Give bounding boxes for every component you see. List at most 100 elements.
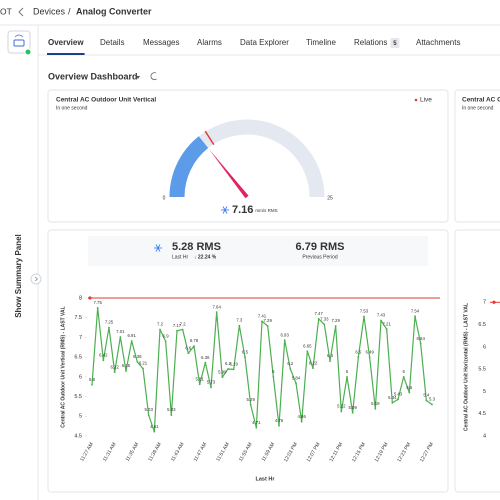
tab[interactable]: Overview <box>48 38 84 47</box>
data-label: 6.91 <box>127 333 136 338</box>
tab-badge <box>390 38 400 48</box>
stat-change: ↓ 22.24 % <box>194 254 217 260</box>
data-label: 7.25 <box>105 320 114 325</box>
data-point <box>102 359 105 362</box>
data-point <box>136 360 139 363</box>
data-point <box>289 368 292 370</box>
y-tick-label: 5 <box>79 414 82 420</box>
refresh-button[interactable] <box>150 72 157 81</box>
data-point <box>215 311 218 314</box>
tab[interactable]: Attachments <box>416 38 460 47</box>
dashboard-title[interactable]: Overview Dashboard <box>48 71 138 81</box>
data-point <box>249 403 252 406</box>
data-label: 5.6 <box>406 385 413 390</box>
data-label: 6.42 <box>99 352 108 357</box>
data-label: 7.3 <box>236 318 243 323</box>
data-point <box>159 328 161 331</box>
data-label: 7.29 <box>263 318 272 323</box>
device-glyph <box>13 39 25 47</box>
y-tick-label: 5.5 <box>478 367 486 373</box>
data-label: 6.9 <box>163 334 170 339</box>
data-label: 7.64 <box>212 304 221 309</box>
data-label: 7.43 <box>377 313 386 318</box>
data-point <box>125 370 127 372</box>
data-point <box>130 340 133 342</box>
data-point <box>380 319 382 322</box>
data-point <box>329 360 331 362</box>
data-label: 7.2 <box>180 322 187 327</box>
data-point <box>425 399 428 402</box>
y-tick-label: 7 <box>79 335 82 341</box>
data-point <box>408 391 411 394</box>
data-label: 6.84 <box>416 336 425 341</box>
stat-label: Last Hr <box>172 254 188 260</box>
data-label: 6.93 <box>280 332 289 337</box>
data-point <box>346 375 348 378</box>
tab[interactable]: Details <box>100 38 124 47</box>
data-point <box>176 329 178 332</box>
data-point <box>221 376 224 379</box>
tab[interactable]: Data Explorer <box>240 38 289 47</box>
snowflake-icon <box>222 206 228 214</box>
data-point <box>300 420 303 423</box>
chart-card <box>47 229 449 493</box>
data-label: 5.84 <box>292 375 301 380</box>
back-button[interactable] <box>18 7 24 17</box>
data-label: 5.3 <box>429 397 436 402</box>
data-point <box>323 323 326 326</box>
tab[interactable]: Messages <box>143 38 179 47</box>
data-point <box>153 430 156 433</box>
device-glyph-wave <box>14 34 24 38</box>
tab[interactable]: Alarms <box>197 38 222 47</box>
y-tick-label: 7.5 <box>74 315 82 321</box>
data-label: 7.21 <box>382 321 391 326</box>
data-point <box>181 328 184 331</box>
data-label: 6.15 <box>122 363 131 368</box>
data-label: 7.54 <box>411 308 420 313</box>
gauge-needle <box>208 148 249 199</box>
data-point <box>170 414 173 417</box>
card-title: Central AC Outdoor Unit Vertical <box>56 97 156 104</box>
data-point <box>419 342 422 345</box>
data-label: 7.2 <box>157 322 164 327</box>
data-label: 6.19 <box>229 362 238 367</box>
dashboard-caret[interactable] <box>136 76 140 79</box>
data-point <box>391 401 394 404</box>
stat-value: 6.79 RMS <box>296 241 345 253</box>
data-point <box>187 352 190 355</box>
data-label: 6.38 <box>133 354 142 359</box>
data-point <box>402 375 405 378</box>
data-label: 5.19 <box>371 401 380 406</box>
data-point <box>363 315 365 318</box>
data-point <box>295 382 297 385</box>
y-axis-label: Central AC Outdoor Unit Horizontal (RMS)… <box>463 303 469 431</box>
data-label: 5.43 <box>394 391 403 396</box>
data-point <box>306 350 309 353</box>
breadcrumb-link[interactable]: Devices <box>33 6 66 16</box>
data-label: 6.21 <box>139 361 148 366</box>
data-point <box>193 345 195 348</box>
data-label: 6.4 <box>327 353 334 358</box>
data-label: 7.47 <box>314 311 323 316</box>
y-tick-label: 6.5 <box>74 355 82 361</box>
data-point <box>204 361 207 364</box>
data-label: 6.12 <box>110 364 119 369</box>
card-title: Central AC Outdoor Unit Horizontal <box>462 97 500 104</box>
tab[interactable]: Relations <box>354 38 387 47</box>
stat-value: 5.28 RMS <box>172 241 221 253</box>
snowflake-icon <box>155 244 161 252</box>
data-label: 5.73 <box>207 380 216 385</box>
data-point <box>385 328 388 331</box>
stats-band <box>88 236 428 266</box>
tab[interactable]: Timeline <box>306 38 336 47</box>
collapse-button[interactable] <box>30 273 42 285</box>
y-tick-label: 6 <box>79 374 82 380</box>
device-icon[interactable] <box>7 30 31 54</box>
data-label: 4.86 <box>297 414 306 419</box>
data-point <box>312 367 314 370</box>
data-label: 7.75 <box>93 300 102 305</box>
live-dot <box>414 98 418 102</box>
data-label: 5.8 <box>89 377 96 382</box>
summary-toggle[interactable]: Show Summary Panel <box>14 234 23 318</box>
